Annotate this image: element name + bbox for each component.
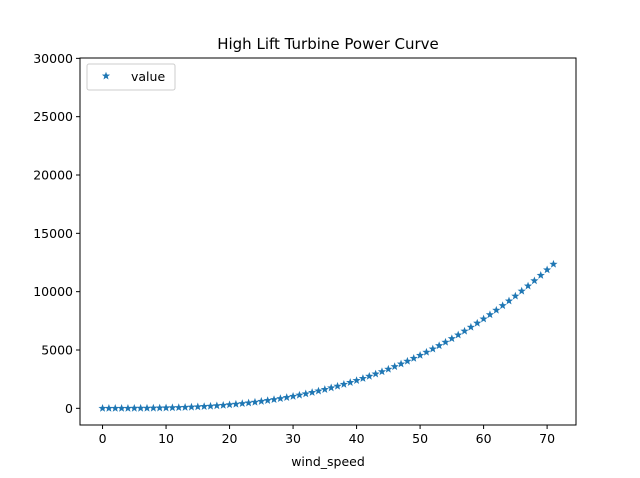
- data-point: [111, 404, 120, 412]
- data-point: [435, 341, 444, 350]
- data-point: [396, 359, 406, 368]
- y-tick-label: 20000: [33, 168, 73, 183]
- data-point: [492, 305, 501, 314]
- data-point: [301, 389, 310, 398]
- data-point: [409, 353, 418, 362]
- y-tick-label: 15000: [33, 226, 73, 241]
- data-point: [123, 403, 133, 412]
- x-axis-label: wind_speed: [291, 454, 365, 469]
- data-point: [142, 403, 152, 412]
- data-point: [314, 386, 323, 395]
- data-point: [517, 286, 526, 295]
- x-tick-label: 20: [222, 431, 238, 446]
- x-tick-label: 70: [539, 431, 555, 446]
- data-point: [466, 322, 475, 331]
- data-point: [219, 400, 228, 409]
- data-point: [295, 390, 304, 399]
- data-point: [333, 381, 342, 390]
- plot-area: 0 10 20 30 40 50 60 70 0 5000 10000 15000 20000 25000…: [33, 51, 577, 446]
- data-point: [238, 399, 247, 408]
- x-tick-label: 40: [349, 431, 365, 446]
- data-point: [282, 393, 291, 401]
- legend: value: [86, 63, 176, 91]
- legend-star-marker: [101, 71, 111, 80]
- data-point: [473, 318, 482, 327]
- data-point: [549, 259, 558, 268]
- data-point: [149, 403, 158, 412]
- y-tick-label: 5000: [41, 342, 73, 357]
- data-point: [212, 401, 221, 410]
- data-point: [200, 402, 209, 410]
- data-point: [339, 380, 348, 388]
- data-point: [384, 364, 393, 373]
- data-point: [231, 399, 240, 408]
- y-tick-label: 30000: [33, 51, 73, 66]
- data-point: [346, 378, 355, 386]
- data-point: [187, 402, 196, 411]
- chart-title: High Lift Turbine Power Curve: [217, 35, 439, 53]
- data-point: [225, 400, 234, 409]
- data-point: [288, 392, 298, 400]
- data-point: [320, 385, 329, 393]
- x-tick-label: 60: [476, 431, 492, 446]
- data-point: [460, 326, 469, 335]
- data-point: [352, 376, 361, 384]
- data-point: [174, 403, 183, 412]
- x-tick-label: 50: [412, 431, 428, 446]
- data-point: [263, 396, 272, 404]
- data-point: [168, 403, 177, 412]
- data-point: [447, 334, 456, 343]
- data-point: [104, 404, 113, 412]
- data-point: [130, 403, 139, 412]
- data-point: [206, 401, 215, 410]
- data-point: [523, 281, 533, 290]
- y-tick-label: 25000: [33, 109, 73, 124]
- data-point: [485, 310, 495, 319]
- data-point: [136, 403, 145, 412]
- data-point: [498, 301, 507, 310]
- x-tick-label: 10: [158, 431, 174, 446]
- legend-star-icon: [101, 71, 111, 80]
- data-point: [377, 367, 387, 376]
- data-point: [155, 403, 164, 412]
- data-point: [276, 394, 285, 403]
- data-point: [543, 265, 552, 274]
- y-tick-label: 10000: [33, 284, 73, 299]
- data-point: [390, 362, 399, 371]
- data-point: [365, 371, 374, 380]
- data-point: [454, 330, 463, 339]
- data-point: [193, 402, 202, 411]
- data-point: [250, 397, 260, 406]
- x-tick-label: 30: [285, 431, 301, 446]
- y-tick-label: 0: [65, 401, 73, 416]
- data-point: [327, 383, 336, 392]
- axes-frame: [79, 57, 577, 426]
- data-point: [358, 374, 368, 382]
- data-point: [117, 404, 126, 412]
- data-point: [161, 403, 171, 412]
- data-point: [269, 395, 279, 404]
- legend-frame: [86, 63, 176, 91]
- data-point: [416, 351, 425, 359]
- data-point: [257, 397, 266, 405]
- data-point: [308, 388, 317, 396]
- data-point: [504, 296, 514, 305]
- legend-label: value: [131, 69, 165, 84]
- data-point: [536, 271, 545, 279]
- x-tick-label: 0: [99, 431, 107, 446]
- data-point: [441, 337, 450, 346]
- data-point: [371, 369, 380, 378]
- data-point: [530, 276, 539, 285]
- data-point: [181, 403, 190, 411]
- data-point: [244, 398, 253, 407]
- data-point: [511, 291, 520, 300]
- data-point: [422, 347, 431, 356]
- data-point: [403, 356, 412, 365]
- data-point: [428, 344, 437, 353]
- data-point: [479, 314, 488, 323]
- data-point: [98, 404, 107, 412]
